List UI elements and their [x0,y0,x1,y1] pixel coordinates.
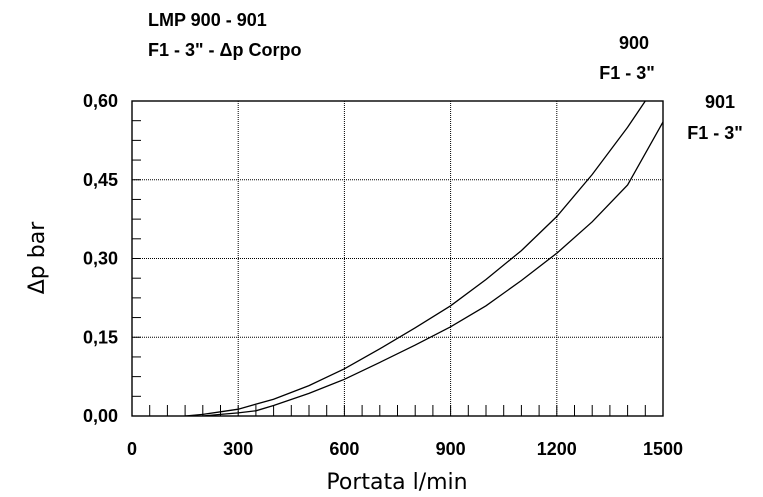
x-axis-title: Portata l/min [326,470,467,495]
series-900-label-line2: F1 - 3" [599,63,655,83]
x-tick-labels: 0 300 600 900 1200 1500 [127,439,683,459]
chart-title-line2: F1 - 3" - Δp Corpo [148,40,301,60]
y-tick-label: 0,45 [83,170,118,190]
minor-ticks [132,120,646,416]
series-line-900 [185,101,647,416]
x-tick-label: 600 [329,439,359,459]
x-tick-label: 1500 [643,439,683,459]
y-tick-label: 0,00 [83,406,118,426]
series-line-901 [202,121,663,416]
series-901-label-line2: F1 - 3" [687,123,743,143]
x-tick-label: 300 [223,439,253,459]
series-layer [185,101,663,416]
plot-frame [131,100,664,417]
x-tick-label: 1200 [537,439,577,459]
series-900-label-line1: 900 [619,33,649,53]
y-tick-label: 0,15 [83,327,118,347]
y-tick-label: 0,60 [83,91,118,111]
grid [132,101,663,416]
y-axis-title: Δp bar [25,221,50,294]
x-tick-label: 900 [436,439,466,459]
y-tick-labels: 0,00 0,15 0,30 0,45 0,60 [83,91,118,426]
x-tick-label: 0 [127,439,137,459]
chart-title-line1: LMP 900 - 901 [148,10,267,30]
series-901-label-line1: 901 [705,92,735,112]
y-tick-label: 0,30 [83,249,118,269]
